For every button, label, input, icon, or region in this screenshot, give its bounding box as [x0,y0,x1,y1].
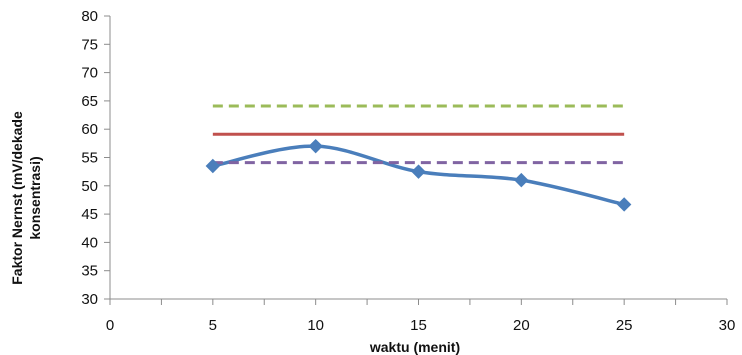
tick-labels: 30 35 40 45 50 55 60 65 70 75 80 0 5 10 15 20 25 30 [81,8,735,334]
axes [104,15,728,305]
data-point-marker [514,172,529,188]
x-tick-label: 0 [106,317,114,334]
y-tick-label: 45 [81,206,98,223]
data-point-marker [616,197,632,212]
y-tick-label: 50 [81,178,98,195]
y-axis-title-line-1: Faktor Nernst (mV/dekade [9,111,25,285]
x-tick-label: 15 [410,317,427,334]
x-axis-title: waktu (menit) [369,339,460,355]
y-tick-label: 75 [81,36,98,53]
y-axis-title-line-2: konsentrasi) [27,156,43,239]
data-point-marker [205,158,221,174]
x-tick-label: 20 [513,317,530,334]
y-tick-label: 65 [81,93,98,110]
y-tick-label: 30 [81,291,98,308]
data-point-marker [411,164,426,179]
x-tick-label: 25 [616,317,633,334]
markers-layer [205,138,632,212]
y-tick-label: 40 [81,234,98,251]
y-tick-label: 55 [81,150,98,167]
data-point-marker [308,138,323,154]
y-tick-label: 70 [81,65,98,82]
x-tick-label: 30 [719,317,736,334]
x-tick-label: 5 [209,317,217,334]
y-tick-label: 60 [81,121,98,138]
x-tick-label: 10 [307,317,324,334]
y-tick-label: 35 [81,263,98,280]
series-layer [211,104,626,207]
y-tick-label: 80 [81,8,98,25]
